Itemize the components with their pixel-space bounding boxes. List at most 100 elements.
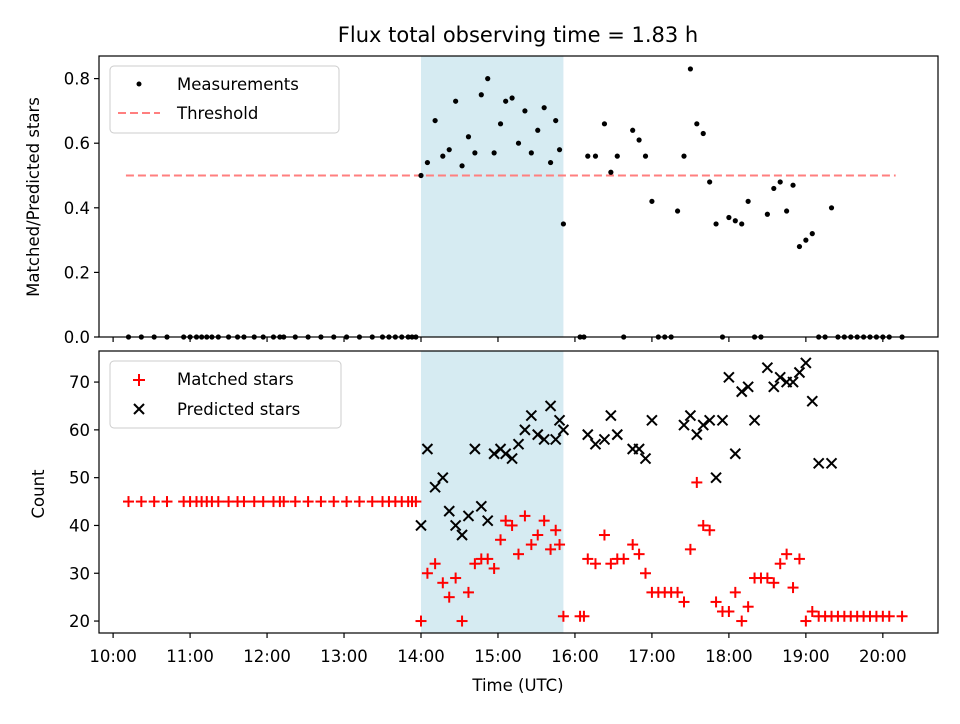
x-tick-label: 19:00: [782, 647, 830, 666]
matched-star-point: [605, 558, 617, 570]
predicted-star-point: [506, 452, 518, 465]
predicted-star-point: [421, 443, 434, 455]
matched-star-point: [257, 496, 269, 508]
predicted-star-point: [742, 381, 754, 393]
measurement-point: [608, 169, 614, 175]
predicted-star-point: [437, 471, 449, 484]
matched-star-point: [421, 567, 433, 579]
predicted-star-point: [761, 362, 774, 374]
matched-star-point: [315, 496, 327, 508]
measurement-point: [491, 150, 497, 156]
predicted-star-point: [519, 424, 531, 436]
predicted-star-point: [582, 428, 594, 441]
measurement-point: [614, 153, 620, 159]
matched-star-point: [774, 558, 786, 570]
count-y-tick-label: 20: [69, 612, 90, 631]
measurement-point: [547, 159, 554, 166]
measurement-point: [556, 147, 563, 153]
count-x-ticks: 10:00 11:00 12:00 13:00 14:00 15:00 16:00 17:00…: [89, 633, 907, 666]
count-legend: Matched stars Predicted stars: [109, 360, 342, 429]
matched-star-point: [525, 539, 537, 551]
x-tick-label: 17:00: [628, 647, 676, 666]
legend-predicted-label: Predicted stars: [177, 400, 300, 419]
measurement-point: [681, 153, 687, 159]
predicted-star-point: [549, 433, 562, 446]
matched-star-point: [462, 586, 474, 598]
predicted-star-point: [678, 419, 690, 431]
predicted-star-point: [639, 452, 652, 465]
measurement-point: [700, 130, 706, 137]
matched-star-point: [278, 496, 290, 508]
predicted-star-point: [512, 438, 525, 450]
matched-star-point: [328, 496, 340, 508]
predicted-star-point: [697, 419, 709, 431]
predicted-star-point: [691, 428, 703, 441]
predicted-star-point: [646, 414, 658, 427]
predicted-star-point: [443, 505, 455, 517]
predicted-star-point: [538, 433, 550, 446]
matched-star-point: [598, 529, 610, 541]
predicted-star-point: [611, 428, 623, 441]
count-legend-box: [109, 360, 342, 429]
matched-star-point: [736, 615, 748, 627]
matched-star-point: [557, 610, 569, 622]
legend-predicted-marker: [133, 403, 145, 415]
measurement-point: [541, 105, 547, 111]
legend-measurements-label: Measurements: [177, 75, 299, 94]
measurement-point: [459, 163, 465, 169]
predicted-star-point: [469, 443, 481, 455]
measurement-point: [732, 218, 738, 224]
measurement-point: [726, 214, 732, 221]
measurement-point: [764, 211, 770, 217]
measurement-point: [560, 221, 567, 227]
measurement-point: [478, 92, 484, 98]
count-panel: 20 30 40 50 60 70 10:00 11:00 12:00 13:00 14:00 15…: [29, 350, 939, 695]
x-tick-label: 20:00: [859, 647, 907, 666]
matched-star-point: [710, 596, 722, 608]
matched-star-point: [550, 524, 562, 536]
matched-star-point: [135, 496, 147, 508]
predicted-star-point: [544, 400, 557, 412]
matched-star-point: [410, 496, 422, 508]
ratio-y-ticks: 0.0 0.2 0.4 0.6 0.8: [64, 70, 99, 347]
predicted-star-point: [723, 371, 735, 383]
measurement-point: [771, 185, 777, 192]
x-tick-label: 13:00: [320, 647, 368, 666]
matched-star-point: [443, 591, 455, 603]
count-y-axis-label: Count: [29, 469, 48, 519]
measurement-point: [522, 108, 528, 114]
matched-star-point: [506, 519, 518, 531]
ratio-y-tick-label: 0.6: [64, 134, 90, 153]
matched-star-point: [691, 476, 703, 488]
matched-star-point: [429, 558, 441, 570]
ratio-y-tick-label: 0.8: [64, 70, 90, 89]
measurement-point: [472, 150, 478, 156]
predicted-star-point: [475, 500, 488, 513]
measurement-point: [796, 243, 803, 250]
matched-star-point: [618, 553, 630, 565]
measurement-point: [553, 117, 559, 124]
predicted-star-point: [793, 366, 806, 379]
matched-star-point: [806, 605, 818, 617]
matched-star-point: [495, 534, 507, 546]
predicted-star-point: [729, 448, 742, 460]
measurement-point: [739, 221, 745, 227]
count-y-tick-label: 60: [69, 421, 90, 440]
predicted-star-point: [774, 371, 786, 383]
matched-star-point: [896, 610, 908, 622]
matched-star-point: [582, 553, 594, 565]
matched-star-point: [519, 510, 531, 522]
matched-star-points: [123, 476, 908, 627]
predicted-star-point: [456, 529, 468, 541]
measurement-point: [784, 208, 790, 214]
measurement-point: [465, 134, 472, 140]
matched-star-point: [742, 601, 754, 613]
measurement-point: [674, 208, 681, 214]
measurement-point: [687, 66, 694, 72]
x-tick-label: 14:00: [397, 647, 445, 666]
ratio-y-tick-label: 0.4: [64, 199, 90, 218]
matched-star-point: [545, 543, 557, 555]
matched-star-point: [161, 496, 173, 508]
x-tick-label: 12:00: [243, 647, 291, 666]
